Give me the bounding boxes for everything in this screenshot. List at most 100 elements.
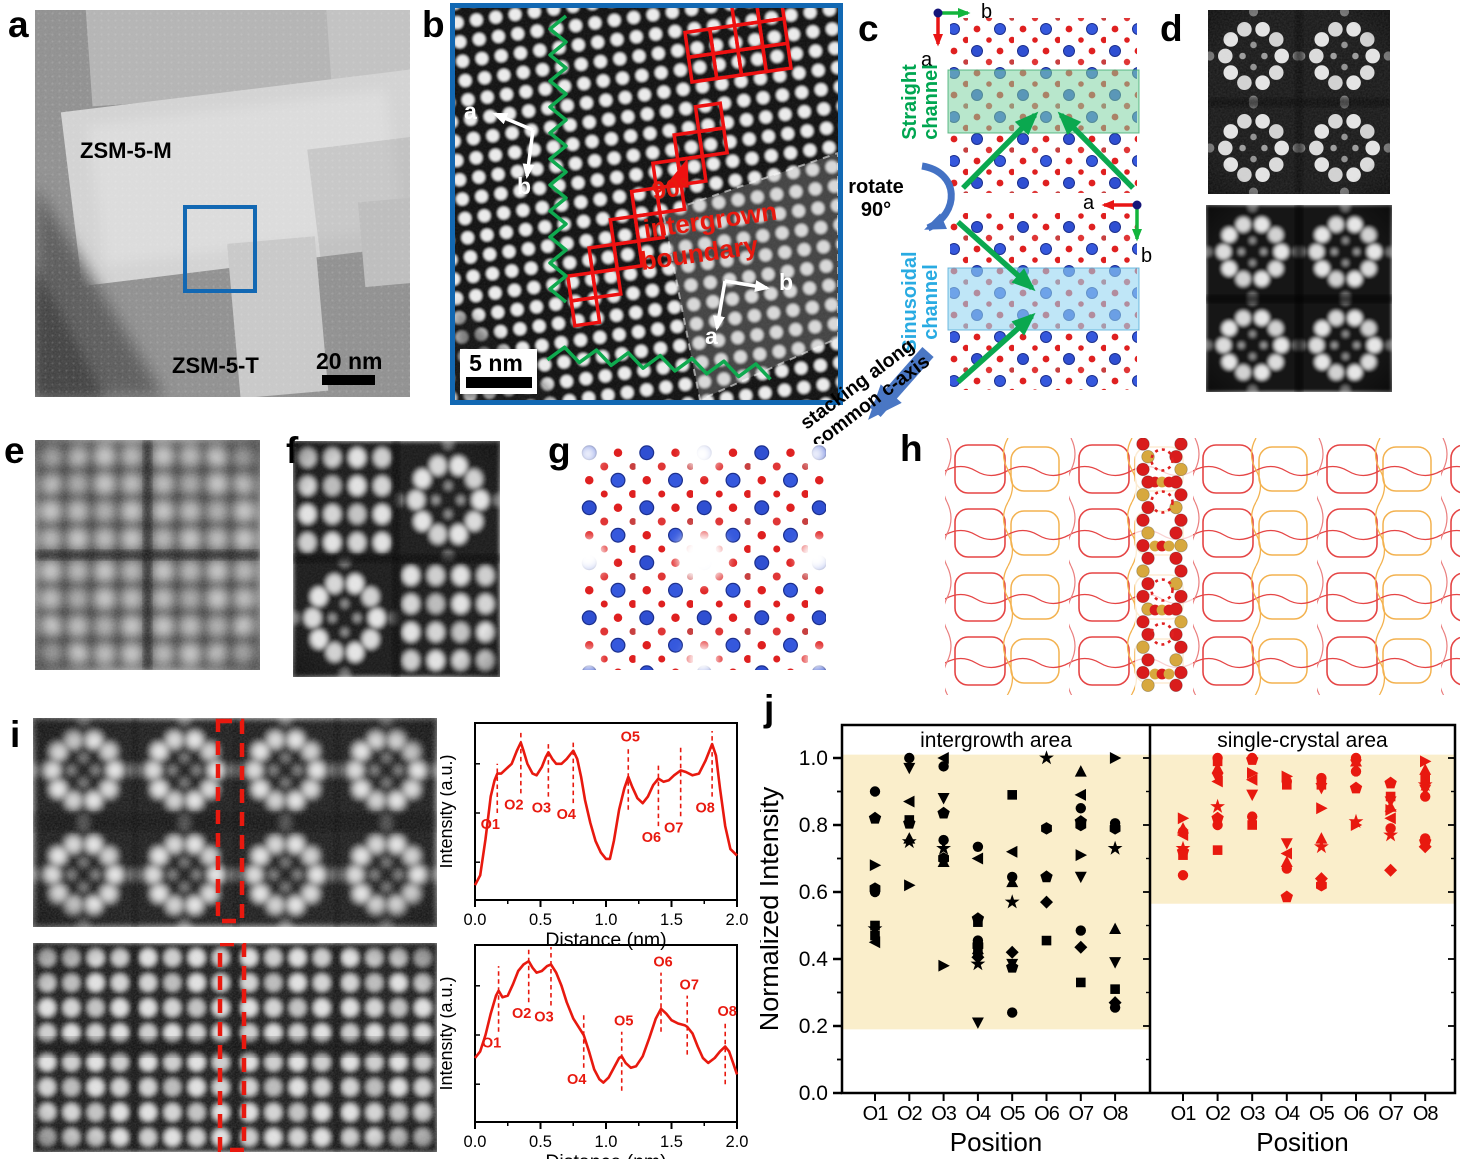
svg-text:O3: O3 xyxy=(931,1103,957,1125)
c-axis-bottom-b-label: b xyxy=(1141,245,1153,267)
c-axis-top-a-label: a xyxy=(921,49,933,71)
svg-text:O6: O6 xyxy=(642,830,661,846)
simulated-image-2 xyxy=(1206,205,1392,392)
svg-text:1.5: 1.5 xyxy=(660,911,683,929)
svg-text:O1: O1 xyxy=(863,1103,889,1125)
b-axis1-b-label: b xyxy=(517,173,532,199)
svg-text:0.6: 0.6 xyxy=(799,881,828,904)
straight-channel-label: Straight channel xyxy=(899,64,942,140)
svg-text:Intensity (a.u.): Intensity (a.u.) xyxy=(440,754,456,868)
rotate-90-label: rotate 90° xyxy=(848,176,904,221)
svg-text:intergrowth area: intergrowth area xyxy=(920,729,1072,752)
svg-text:O6: O6 xyxy=(1344,1103,1370,1125)
structure-models xyxy=(868,8,1142,420)
svg-text:O4: O4 xyxy=(567,1072,586,1088)
svg-text:O4: O4 xyxy=(1274,1103,1300,1125)
svg-text:O8: O8 xyxy=(1103,1103,1129,1125)
svg-text:O8: O8 xyxy=(718,1004,737,1020)
simulated-image-1 xyxy=(1208,10,1390,194)
b-axis2-b-label: b xyxy=(779,269,794,295)
stem-image-f xyxy=(293,441,500,677)
svg-text:Normalized Intensity: Normalized Intensity xyxy=(760,786,784,1031)
svg-text:1.0: 1.0 xyxy=(799,747,828,770)
panel-i-letter: i xyxy=(10,714,21,755)
svg-text:1.0: 1.0 xyxy=(595,911,618,929)
panel-e-letter: e xyxy=(4,430,25,471)
svg-text:O3: O3 xyxy=(1240,1103,1266,1125)
svg-text:O8: O8 xyxy=(1413,1103,1439,1125)
svg-text:O4: O4 xyxy=(557,807,576,823)
b-axis1-a-label: a xyxy=(464,98,477,124)
panel-b-letter: b xyxy=(422,4,445,45)
c-axis-top-b-label: b xyxy=(981,1,993,23)
svg-text:O6: O6 xyxy=(1034,1103,1060,1125)
svg-text:O2: O2 xyxy=(897,1103,923,1125)
svg-text:O1: O1 xyxy=(482,1036,501,1052)
b-axis2-a-label: a xyxy=(705,323,718,349)
zsm-5-t-label: ZSM-5-T xyxy=(172,353,259,378)
svg-text:1.0: 1.0 xyxy=(595,1133,618,1151)
svg-text:0.4: 0.4 xyxy=(799,948,829,971)
hrstem-frame xyxy=(450,3,843,405)
svg-text:O3: O3 xyxy=(534,1009,553,1025)
svg-text:O4: O4 xyxy=(966,1103,992,1125)
scale-bar-label-a: 20 nm xyxy=(316,348,383,374)
hrstem-lattice-image xyxy=(455,8,838,400)
svg-text:O7: O7 xyxy=(1068,1103,1094,1125)
panel-g-letter: g xyxy=(548,430,571,471)
normalized-intensity-scatter: 0.0 0.2 0.4 0.6 0.8 1.0 Normalized Intensity in… xyxy=(760,723,1457,1157)
scale-bar-a xyxy=(322,375,375,385)
panel-a-letter: a xyxy=(8,4,29,45)
svg-text:0.2: 0.2 xyxy=(799,1015,828,1038)
svg-text:O3: O3 xyxy=(532,801,551,817)
svg-text:2.0: 2.0 xyxy=(726,911,749,929)
svg-text:0.0: 0.0 xyxy=(464,911,487,929)
svg-text:O1: O1 xyxy=(1171,1103,1197,1125)
stem-overview-image xyxy=(35,10,410,397)
svg-text:0.0: 0.0 xyxy=(464,1133,487,1151)
framework-model-h xyxy=(945,438,1460,695)
svg-text:O5: O5 xyxy=(614,1014,633,1030)
panel-d-letter: d xyxy=(1160,8,1183,49)
svg-text:1.5: 1.5 xyxy=(660,1133,683,1151)
boundary-angle-label: 90° xyxy=(650,172,692,206)
panel-h-letter: h xyxy=(900,428,923,469)
profile-roi-bottom xyxy=(217,943,247,1152)
c-axis-bottom-a-label: a xyxy=(1083,192,1095,214)
svg-text:Position: Position xyxy=(1256,1127,1349,1157)
svg-text:O7: O7 xyxy=(664,820,683,836)
svg-text:Intensity (a.u.): Intensity (a.u.) xyxy=(440,976,456,1090)
svg-text:O5: O5 xyxy=(1309,1103,1335,1125)
panel-c-letter: c xyxy=(858,8,879,49)
svg-text:0.8: 0.8 xyxy=(799,814,828,837)
zsm-5-m-label: ZSM-5-M xyxy=(80,138,172,163)
atomic-model-g xyxy=(578,444,826,670)
svg-text:O2: O2 xyxy=(504,797,523,813)
svg-text:O7: O7 xyxy=(680,978,699,994)
scale-bar-label-b: 5 nm xyxy=(469,350,523,376)
intensity-profiles: 0.0 0.5 1.0 1.5 2.0 Distance (nm) Intensity (a… xyxy=(440,722,749,1159)
svg-text:O5: O5 xyxy=(621,729,640,745)
svg-text:O2: O2 xyxy=(512,1006,531,1022)
roi-box xyxy=(183,205,257,293)
svg-text:Distance (nm): Distance (nm) xyxy=(545,929,666,951)
panel-j-letter: j xyxy=(764,688,775,729)
svg-text:2.0: 2.0 xyxy=(726,1133,749,1151)
stem-image-e xyxy=(35,440,260,670)
svg-text:O7: O7 xyxy=(1378,1103,1404,1125)
svg-text:O6: O6 xyxy=(653,955,672,971)
stem-image-i-bottom xyxy=(33,943,437,1152)
svg-text:0.5: 0.5 xyxy=(529,911,552,929)
svg-text:Distance (nm): Distance (nm) xyxy=(545,1151,666,1159)
svg-text:Position: Position xyxy=(950,1127,1043,1157)
svg-text:O1: O1 xyxy=(481,817,500,833)
svg-text:O8: O8 xyxy=(695,801,714,817)
svg-text:single-crystal area: single-crystal area xyxy=(1217,729,1388,752)
profile-roi-top xyxy=(215,718,245,924)
stem-image-i-top xyxy=(33,718,437,927)
svg-text:0.5: 0.5 xyxy=(529,1133,552,1151)
svg-text:O5: O5 xyxy=(1000,1103,1026,1125)
svg-text:0.0: 0.0 xyxy=(799,1082,828,1105)
svg-text:O2: O2 xyxy=(1205,1103,1231,1125)
